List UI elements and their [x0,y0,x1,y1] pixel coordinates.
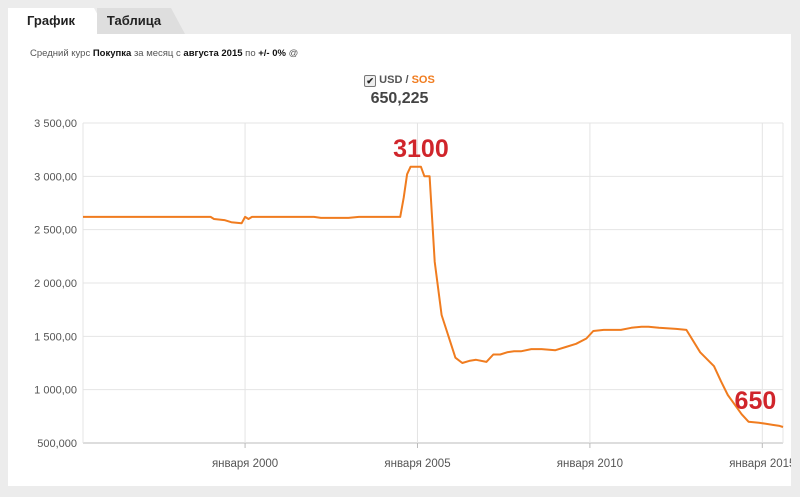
caption-type[interactable]: Покупка [92,48,132,59]
caption-start[interactable]: августа 2015 [183,48,243,59]
tab-bar: График Таблица [0,0,800,34]
y-tick-label: 3 500,00 [34,118,77,130]
caption-suffix[interactable]: @ [288,48,299,59]
rate-caption: Средний курс Покупка за месяц с августа … [30,48,298,59]
legend-base: USD [379,74,403,86]
y-tick-label: 2 000,00 [34,278,77,290]
x-tick-label: января 2000 [212,458,278,470]
x-tick-label: января 2005 [384,458,450,470]
caption-mid: за месяц с [133,48,181,59]
y-tick-label: 1 500,00 [34,331,77,343]
annotation-label: 650 [735,387,777,415]
chart-panel: Средний курс Покупка за месяц с августа … [8,34,791,486]
tab-table[interactable]: Таблица [97,8,185,34]
legend-quote: SOS [411,74,435,86]
current-rate-value: 650,225 [370,90,429,107]
caption-prefix: Средний курс [30,48,91,59]
x-tick-label: января 2015 [729,458,791,470]
tab-chart[interactable]: График [8,8,108,34]
series-checkbox[interactable]: ✔ [364,75,377,87]
y-tick-label: 2 500,00 [34,225,77,237]
series-line-usd-sos [83,165,784,428]
y-tick-label: 3 000,00 [34,171,77,183]
annotation-label: 3100 [393,135,449,163]
y-tick-label: 1 000,00 [34,385,77,397]
legend-sep: / [405,74,409,86]
series-legend: ✔ USD / SOS [8,74,791,87]
y-tick-label: 500,000 [37,438,77,450]
caption-by: по [245,48,256,59]
x-tick-label: января 2010 [557,458,623,470]
caption-change[interactable]: +/- 0% [258,48,286,59]
line-chart: 500,000 1 000,00 1 500,00 2 000,00 2 500,00 3… [34,118,791,470]
